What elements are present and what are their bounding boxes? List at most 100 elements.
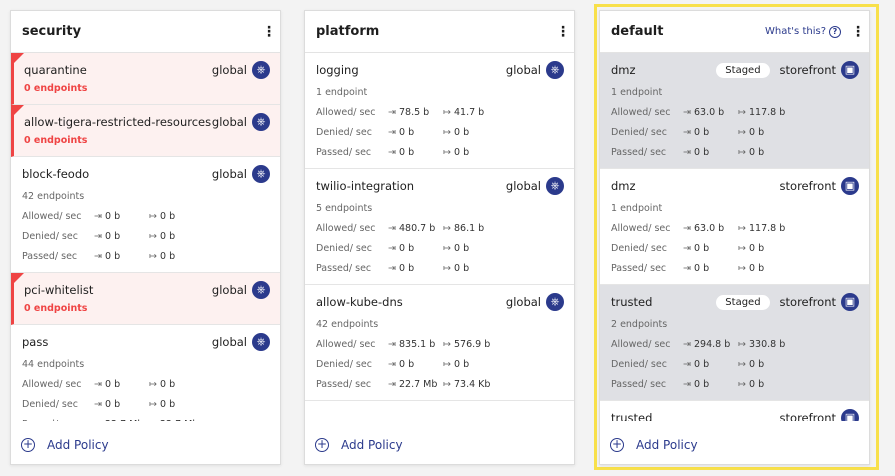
traffic-stat-row: Passed/ sec ⇥ 0 b ↦ 0 b: [611, 142, 859, 162]
traffic-stat-row: Allowed/ sec ⇥ 835.1 b ↦ 576.9 b: [316, 334, 564, 354]
traffic-stat-row: Allowed/ sec ⇥ 63.0 b ↦ 117.8 b: [611, 218, 859, 238]
tier-header: platform ⋮: [305, 11, 574, 53]
policy-scope: global: [211, 63, 247, 77]
traffic-stat-row: Passed/ sec⇥ 22.7 Mb↦ 22.7 Mb: [22, 414, 270, 422]
endpoint-count: 2 endpoints: [611, 319, 668, 330]
traffic-stat-row: Allowed/ sec ⇥ 480.7 b ↦ 86.1 b: [316, 218, 564, 238]
more-options-icon[interactable]: ⋮: [851, 23, 865, 40]
whats-this-link[interactable]: What's this??: [765, 25, 841, 38]
tier-card-platform: platform ⋮ logging global ⎈ 1 endpoint Allowed…: [304, 10, 575, 465]
ingress-value: ⇥ 480.7 b: [388, 222, 436, 234]
tier-header: default What's this?? ⋮: [600, 11, 869, 53]
endpoint-count: 0 endpoints: [24, 303, 88, 314]
add-policy-button[interactable]: + Add Policy: [610, 438, 698, 452]
policy-item[interactable]: dmz storefront ▣ 1 endpoint Allowed/ sec ⇥ 63…: [600, 169, 869, 285]
policy-scope: global: [211, 115, 247, 129]
egress-value: ↦ 0 b: [738, 358, 765, 370]
add-policy-label: Add Policy: [47, 438, 109, 452]
kubernetes-icon: ⎈: [252, 333, 270, 351]
policy-item[interactable]: trusted Staged storefront ▣ 2 endpoints Allow…: [600, 285, 869, 401]
kubernetes-icon: ⎈: [252, 113, 270, 131]
egress-icon: ↦: [149, 230, 157, 242]
namespace-icon: ▣: [841, 293, 859, 311]
ingress-icon: ⇥: [683, 242, 691, 254]
egress-value: ↦ 0 b: [738, 378, 765, 390]
ingress-icon: ⇥: [388, 146, 396, 158]
selected-tier-highlight: [594, 4, 879, 470]
egress-icon: ↦: [443, 126, 451, 138]
policy-name: pci-whitelist: [24, 283, 94, 297]
policy-item[interactable]: quarantine global ⎈ 0 endpoints: [11, 53, 280, 105]
ingress-value: ⇥ 78.5 b: [388, 106, 430, 118]
policy-item[interactable]: trusted storefront ▣: [600, 401, 869, 421]
traffic-stat-row: Passed/ sec ⇥ 0 b ↦ 0 b: [22, 246, 270, 266]
ingress-icon: ⇥: [94, 398, 102, 410]
ingress-icon: ⇥: [388, 222, 396, 234]
egress-icon: ↦: [149, 210, 157, 222]
ingress-value: ⇥ 0 b: [683, 242, 710, 254]
egress-value: ↦ 117.8 b: [738, 222, 786, 234]
stat-label: Denied/ sec: [316, 242, 372, 254]
whats-this-label: What's this?: [765, 26, 826, 37]
egress-icon: ↦: [443, 262, 451, 274]
egress-value: ↦ 0 b: [738, 262, 765, 274]
policy-item[interactable]: pass global ⎈ 44 endpoints Allowed/ sec ⇥ 0 b…: [11, 325, 280, 421]
stat-label: Allowed/ sec: [316, 338, 376, 350]
endpoint-count: 42 endpoints: [316, 319, 379, 330]
ingress-icon: ⇥: [94, 250, 102, 262]
plus-circle-icon: +: [610, 437, 624, 452]
ingress-value: ⇥ 294.8 b: [683, 338, 731, 350]
traffic-stat-row: Denied/ sec ⇥ 0 b ↦ 0 b: [316, 354, 564, 374]
stat-label: Passed/ sec: [611, 262, 667, 274]
traffic-stat-row: Denied/ sec ⇥ 0 b ↦ 0 b: [316, 238, 564, 258]
tier-title: platform: [316, 24, 380, 39]
ingress-icon: ⇥: [683, 222, 691, 234]
more-options-icon[interactable]: ⋮: [556, 23, 570, 40]
policy-name: allow-tigera-restricted-resources: [24, 115, 212, 129]
policy-list[interactable]: logging global ⎈ 1 endpoint Allowed/ sec ⇥ 78…: [305, 53, 574, 421]
policy-name: trusted: [611, 411, 653, 421]
kubernetes-icon: ⎈: [252, 61, 270, 79]
traffic-stat-row: Passed/ sec ⇥ 0 b ↦ 0 b: [316, 142, 564, 162]
more-options-icon[interactable]: ⋮: [262, 23, 276, 40]
ingress-value: ⇥ 0 b: [388, 242, 415, 254]
endpoint-count: 1 endpoint: [611, 87, 663, 98]
stat-label: Allowed/ sec: [611, 338, 671, 350]
policy-list[interactable]: dmz Staged storefront ▣ 1 endpoint Allowed/ s…: [600, 53, 869, 421]
policy-scope: storefront: [779, 295, 836, 309]
stat-label: Denied/ sec: [611, 242, 667, 254]
policy-item[interactable]: allow-kube-dns global ⎈ 42 endpoints Allowed…: [305, 285, 574, 401]
policy-item[interactable]: pci-whitelist global ⎈ 0 endpoints: [11, 273, 280, 325]
ingress-icon: ⇥: [388, 262, 396, 274]
policy-item[interactable]: dmz Staged storefront ▣ 1 endpoint Allowed/ s…: [600, 53, 869, 169]
egress-icon: ↦: [149, 419, 157, 422]
traffic-stat-row: Allowed/ sec ⇥ 63.0 b ↦ 117.8 b: [611, 102, 859, 122]
traffic-stat-row: Passed/ sec ⇥ 0 b ↦ 0 b: [316, 258, 564, 278]
egress-icon: ↦: [149, 250, 157, 262]
add-policy-button[interactable]: + Add Policy: [315, 438, 403, 452]
ingress-icon: ⇥: [683, 378, 691, 390]
policy-item[interactable]: allow-tigera-restricted-resources global ⎈…: [11, 105, 280, 157]
policy-item[interactable]: twilio-integration global ⎈ 5 endpoints Allo…: [305, 169, 574, 285]
tier-title: default: [611, 24, 664, 39]
ingress-icon: ⇥: [94, 419, 102, 422]
egress-icon: ↦: [738, 338, 746, 350]
ingress-value: ⇥ 22.7 Mb: [388, 378, 438, 390]
egress-icon: ↦: [443, 106, 451, 118]
plus-circle-icon: +: [315, 437, 329, 452]
traffic-stat-row: Denied/ sec ⇥ 0 b ↦ 0 b: [22, 226, 270, 246]
add-policy-button[interactable]: + Add Policy: [21, 438, 109, 452]
policy-item[interactable]: logging global ⎈ 1 endpoint Allowed/ sec ⇥ 78…: [305, 53, 574, 169]
traffic-stat-row: Allowed/ sec ⇥ 0 b ↦ 0 b: [22, 374, 270, 394]
kubernetes-icon: ⎈: [252, 281, 270, 299]
traffic-stat-row: Passed/ sec ⇥ 0 b ↦ 0 b: [611, 258, 859, 278]
traffic-stat-row: Denied/ sec ⇥ 0 b ↦ 0 b: [316, 122, 564, 142]
policy-item[interactable]: block-feodo global ⎈ 42 endpoints Allowed/ s…: [11, 157, 280, 273]
tier-title: security: [22, 24, 82, 39]
egress-value: ↦ 73.4 Kb: [443, 378, 491, 390]
egress-value: ↦ 330.8 b: [738, 338, 786, 350]
namespace-icon: ▣: [841, 177, 859, 195]
policy-list[interactable]: quarantine global ⎈ 0 endpoints allow-tigera…: [11, 53, 280, 421]
egress-icon: ↦: [738, 126, 746, 138]
endpoint-count: 0 endpoints: [24, 135, 88, 146]
